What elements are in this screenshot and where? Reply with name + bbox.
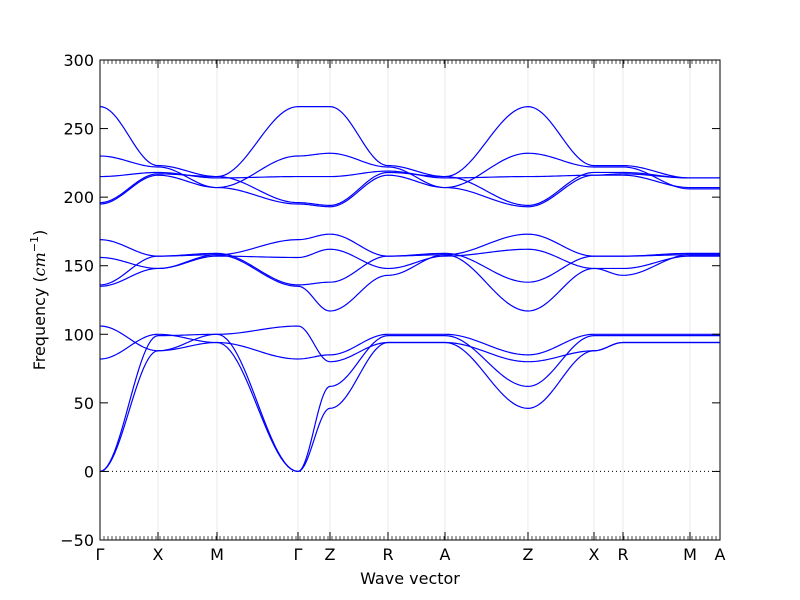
y-tick-label: 0 [84, 462, 94, 481]
x-tick-label: M [683, 545, 697, 564]
y-tick-label: 150 [63, 257, 94, 276]
x-tick-label: Γ [96, 545, 105, 564]
tick-layer [99, 59, 721, 541]
y-tick-label: 50 [74, 394, 94, 413]
band-series-layer [99, 106, 720, 473]
y-tick-label: 300 [63, 51, 94, 70]
y-axis-title-text: Frequency ( [30, 276, 49, 370]
band-line-12 [99, 152, 720, 190]
y-tick-label: 250 [63, 120, 94, 139]
y-axis-title-close: ) [30, 230, 49, 236]
y-tick-label: 100 [63, 325, 94, 344]
x-tick-label: R [382, 545, 393, 564]
y-tick-label: −50 [60, 531, 94, 550]
x-tick-label: R [617, 545, 628, 564]
y-axis-title-exp: −1 [28, 236, 41, 252]
x-axis-title: Wave vector [360, 569, 460, 588]
x-tick-label: X [589, 545, 600, 564]
x-tick-label: A [440, 545, 451, 564]
plot-frame [99, 59, 721, 541]
x-tick-label: Z [325, 545, 336, 564]
x-tick-label: Z [523, 545, 534, 564]
y-axis-title: Frequency (cm−1) [28, 230, 49, 371]
y-axis-title-unit: cm [30, 252, 49, 276]
band-line-7 [99, 248, 720, 270]
x-tick-label: M [210, 545, 224, 564]
band-line-4 [99, 325, 720, 363]
band-line-13 [99, 106, 720, 179]
band-line-3 [99, 333, 720, 360]
y-tick-label: 200 [63, 188, 94, 207]
x-tick-label: Γ [294, 545, 303, 564]
x-tick-label: X [153, 545, 164, 564]
band-line-8 [99, 233, 720, 257]
band-line-5 [99, 254, 720, 312]
band-line-10 [99, 171, 720, 206]
band-line-11 [99, 170, 720, 179]
band-line-2 [99, 333, 720, 473]
band-line-1 [99, 341, 720, 473]
x-tick-label: A [715, 545, 726, 564]
symmetry-vlines [157, 60, 691, 540]
